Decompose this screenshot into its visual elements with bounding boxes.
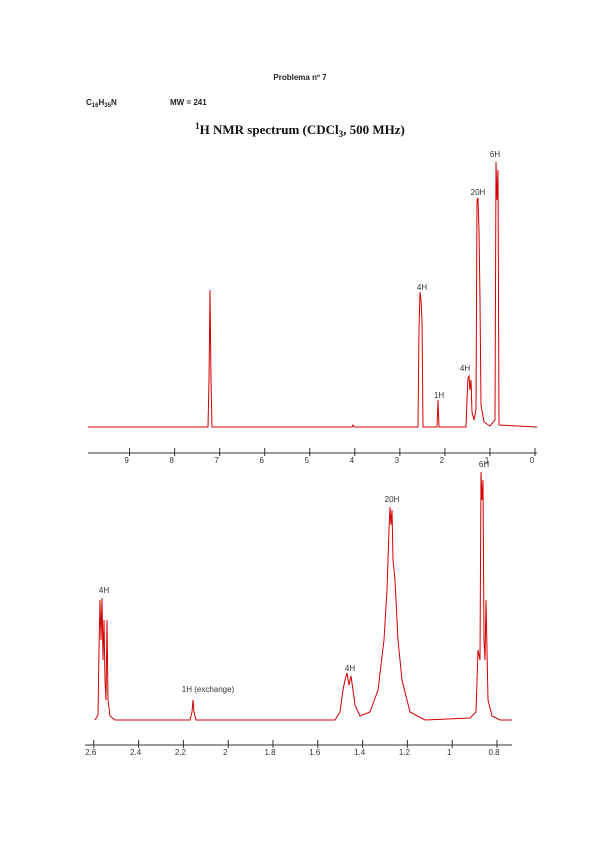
problem-number: Problema nº 7 — [273, 73, 327, 82]
molecular-weight: MW = 241 — [170, 98, 207, 107]
tick-label: 2.6 — [85, 748, 97, 757]
spectrum-trace — [88, 161, 538, 428]
tick-label: 1 — [485, 456, 490, 465]
peak-label: 1H — [434, 391, 444, 400]
tick-label: 8 — [169, 456, 174, 465]
title-rest: , 500 MHz) — [343, 122, 405, 137]
tick-label: 9 — [124, 456, 129, 465]
peak-label: 4H — [460, 364, 470, 373]
tick-label: 2 — [440, 456, 445, 465]
tick-label: 1.2 — [399, 748, 411, 757]
tick-label: 1 — [447, 748, 452, 757]
spectrum-trace — [94, 471, 512, 721]
formula-part: C — [86, 98, 92, 107]
peak-label: 20H — [471, 188, 486, 197]
peak-label: 1H (exchange) — [182, 685, 235, 694]
peak-label: 4H — [99, 586, 109, 595]
tick-label: 1.8 — [264, 748, 276, 757]
tick-label: 0 — [530, 456, 535, 465]
tick-label: 1.4 — [354, 748, 366, 757]
title-main: H NMR spectrum (CDCl — [200, 122, 339, 137]
spectrum-title: 1H NMR spectrum (CDCl3, 500 MHz) — [195, 121, 405, 139]
formula-part: H — [98, 98, 104, 107]
peak-label: 4H — [345, 664, 355, 673]
title-sup: 1 — [195, 121, 200, 131]
tick-label: 5 — [305, 456, 310, 465]
formula-part: N — [111, 98, 117, 107]
tick-label: 1.6 — [309, 748, 321, 757]
tick-label: 2.4 — [130, 748, 142, 757]
tick-label: 6 — [259, 456, 264, 465]
tick-label: 2.2 — [175, 748, 187, 757]
peak-label: 6H — [479, 460, 489, 469]
tick-label: 2 — [223, 748, 228, 757]
title-sub: 3 — [339, 129, 344, 139]
formula: C16H35N — [86, 98, 117, 109]
tick-label: 7 — [214, 456, 219, 465]
tick-label: 4 — [350, 456, 355, 465]
formula-part: 35 — [104, 103, 111, 109]
peak-label: 6H — [490, 150, 500, 159]
peak-label: 4H — [417, 283, 427, 292]
peak-label: 20H — [385, 495, 400, 504]
tick-label: 3 — [395, 456, 400, 465]
formula-part: 16 — [92, 103, 99, 109]
tick-label: 0.8 — [488, 748, 500, 757]
